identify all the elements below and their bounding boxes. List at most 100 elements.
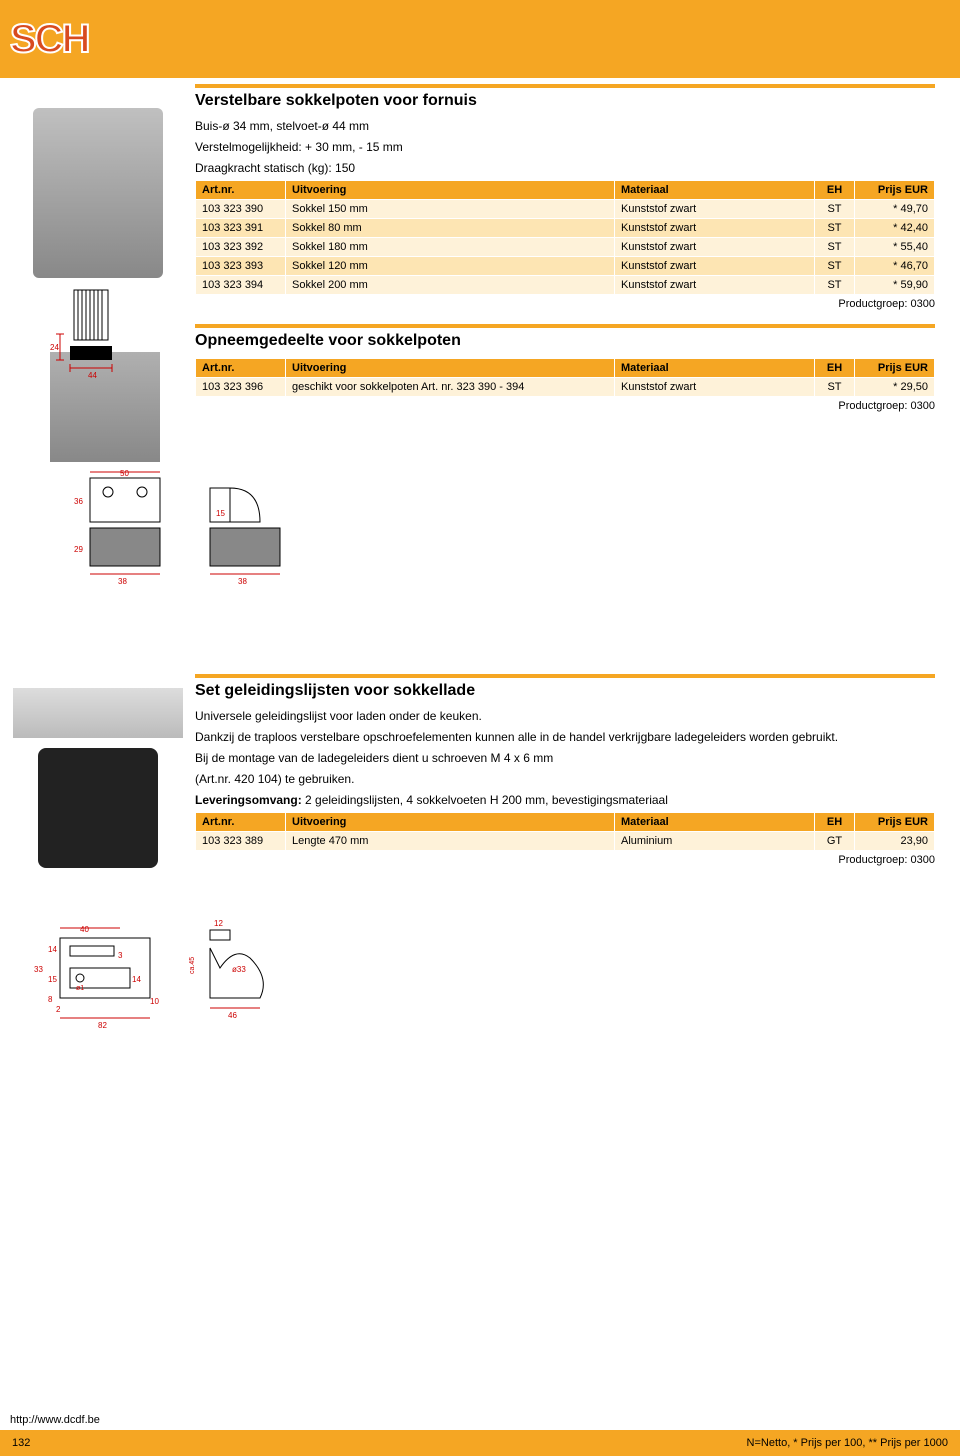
th-uit: Uitvoering bbox=[286, 359, 615, 378]
section1-desc3: Draagkracht statisch (kg): 150 bbox=[195, 160, 940, 177]
th-eh: EH bbox=[815, 359, 855, 378]
th-mat: Materiaal bbox=[615, 813, 815, 832]
cell-prijs: * 59,90 bbox=[855, 276, 935, 295]
svg-text:ø1: ø1 bbox=[76, 985, 84, 992]
desc5-rest: 2 geleidingslijsten, 4 sokkelvoeten H 20… bbox=[302, 793, 668, 807]
cell-eh: ST bbox=[815, 378, 855, 397]
svg-text:12: 12 bbox=[214, 919, 223, 928]
svg-text:ca.45: ca.45 bbox=[189, 957, 196, 974]
th-prijs: Prijs EUR bbox=[855, 359, 935, 378]
cell-art: 103 323 396 bbox=[196, 378, 286, 397]
section1-title: Verstelbare sokkelpoten voor fornuis bbox=[195, 92, 940, 110]
table-row: 103 323 393Sokkel 120 mmKunststof zwartS… bbox=[196, 257, 935, 276]
table-row: 103 323 396geschikt voor sokkelpoten Art… bbox=[196, 378, 935, 397]
section3-desc2: Dankzij de traploos verstelbare opschroe… bbox=[195, 729, 940, 746]
th-art: Art.nr. bbox=[196, 359, 286, 378]
section2-table: Art.nr. Uitvoering Materiaal EH Prijs EU… bbox=[195, 358, 935, 397]
th-uit: Uitvoering bbox=[286, 181, 615, 200]
cell-uit: Lengte 470 mm bbox=[286, 832, 615, 851]
cell-eh: ST bbox=[815, 200, 855, 219]
th-mat: Materiaal bbox=[615, 181, 815, 200]
cell-mat: Kunststof zwart bbox=[615, 219, 815, 238]
footer-note: N=Netto, * Prijs per 100, ** Prijs per 1… bbox=[747, 1437, 948, 1449]
cell-prijs: 23,90 bbox=[855, 832, 935, 851]
diagram-opneem-top: 50 36 29 38 15 38 bbox=[60, 468, 340, 608]
cell-uit: geschikt voor sokkelpoten Art. nr. 323 3… bbox=[286, 378, 615, 397]
cell-uit: Sokkel 180 mm bbox=[286, 238, 615, 257]
section1-divider bbox=[195, 84, 935, 88]
cell-prijs: * 29,50 bbox=[855, 378, 935, 397]
th-prijs: Prijs EUR bbox=[855, 181, 935, 200]
svg-text:50: 50 bbox=[120, 469, 129, 478]
svg-text:38: 38 bbox=[238, 577, 247, 586]
section3-tbody: 103 323 389Lengte 470 mmAluminiumGT23,90 bbox=[196, 832, 935, 851]
dim-44: 44 bbox=[88, 371, 97, 380]
svg-text:82: 82 bbox=[98, 1021, 107, 1030]
section3-pgroup: Productgroep: 0300 bbox=[195, 854, 935, 866]
table-row: 103 323 390Sokkel 150 mmKunststof zwartS… bbox=[196, 200, 935, 219]
section3-divider bbox=[195, 674, 935, 678]
cell-mat: Kunststof zwart bbox=[615, 276, 815, 295]
svg-text:2: 2 bbox=[56, 1005, 61, 1014]
svg-text:10: 10 bbox=[150, 997, 159, 1006]
th-art: Art.nr. bbox=[196, 181, 286, 200]
cell-uit: Sokkel 200 mm bbox=[286, 276, 615, 295]
svg-text:15: 15 bbox=[216, 509, 225, 518]
diagram-sokkelpoot: 44 24 bbox=[50, 284, 130, 384]
cell-eh: ST bbox=[815, 276, 855, 295]
cell-art: 103 323 391 bbox=[196, 219, 286, 238]
table-row: 103 323 389Lengte 470 mmAluminiumGT23,90 bbox=[196, 832, 935, 851]
svg-text:40: 40 bbox=[80, 925, 89, 934]
th-eh: EH bbox=[815, 181, 855, 200]
cell-art: 103 323 389 bbox=[196, 832, 286, 851]
th-prijs: Prijs EUR bbox=[855, 813, 935, 832]
section3-diagrams: 40 14 3 33 15 ø1 14 8 2 10 82 12 ca.45 ø… bbox=[0, 878, 960, 1038]
section3-row: Set geleidingslijsten voor sokkellade Un… bbox=[0, 668, 960, 878]
section1-table: Art.nr. Uitvoering Materiaal EH Prijs EU… bbox=[195, 180, 935, 295]
table-row: 103 323 391Sokkel 80 mmKunststof zwartST… bbox=[196, 219, 935, 238]
cell-prijs: * 49,70 bbox=[855, 200, 935, 219]
footer-url: http://www.dcdf.be bbox=[0, 1410, 960, 1430]
section3-image-col bbox=[0, 668, 195, 878]
svg-text:14: 14 bbox=[132, 975, 141, 984]
section3-desc5: Leveringsomvang: 2 geleidingslijsten, 4 … bbox=[195, 792, 940, 809]
product-photo-3b bbox=[38, 748, 158, 868]
svg-text:46: 46 bbox=[228, 1011, 237, 1020]
section3-desc4: (Art.nr. 420 104) te gebruiken. bbox=[195, 771, 940, 788]
table-row: 103 323 392Sokkel 180 mmKunststof zwartS… bbox=[196, 238, 935, 257]
table-row: 103 323 394Sokkel 200 mmKunststof zwartS… bbox=[196, 276, 935, 295]
section1-desc1: Buis-ø 34 mm, stelvoet-ø 44 mm bbox=[195, 118, 940, 135]
page-number: 132 bbox=[12, 1437, 30, 1449]
dim-24: 24 bbox=[50, 343, 59, 352]
svg-text:8: 8 bbox=[48, 995, 53, 1004]
section3-table: Art.nr. Uitvoering Materiaal EH Prijs EU… bbox=[195, 812, 935, 851]
th-mat: Materiaal bbox=[615, 359, 815, 378]
section1-image-col: 44 24 bbox=[0, 78, 195, 394]
section1-row: 44 24 Verstelbare sokkelpoten voor fornu… bbox=[0, 78, 960, 412]
footer-bar: 132 N=Netto, * Prijs per 100, ** Prijs p… bbox=[0, 1430, 960, 1456]
th-uit: Uitvoering bbox=[286, 813, 615, 832]
cell-prijs: * 42,40 bbox=[855, 219, 935, 238]
cell-mat: Kunststof zwart bbox=[615, 200, 815, 219]
cell-uit: Sokkel 120 mm bbox=[286, 257, 615, 276]
cell-prijs: * 55,40 bbox=[855, 238, 935, 257]
section2-divider bbox=[195, 324, 935, 328]
header-bar: SCH bbox=[0, 0, 960, 78]
product-photo-3a bbox=[13, 688, 183, 738]
section1-pgroup: Productgroep: 0300 bbox=[195, 298, 935, 310]
th-eh: EH bbox=[815, 813, 855, 832]
cell-eh: ST bbox=[815, 257, 855, 276]
section3-desc1: Universele geleidingslijst voor laden on… bbox=[195, 708, 940, 725]
svg-text:15: 15 bbox=[48, 975, 57, 984]
cell-uit: Sokkel 150 mm bbox=[286, 200, 615, 219]
cell-mat: Aluminium bbox=[615, 832, 815, 851]
cell-mat: Kunststof zwart bbox=[615, 257, 815, 276]
desc5-label: Leveringsomvang: bbox=[195, 793, 302, 807]
svg-text:38: 38 bbox=[118, 577, 127, 586]
cell-art: 103 323 393 bbox=[196, 257, 286, 276]
product-photo-1 bbox=[33, 108, 163, 278]
diagram-geleidingslijst: 40 14 3 33 15 ø1 14 8 2 10 82 12 ca.45 ø… bbox=[20, 918, 320, 1038]
svg-text:36: 36 bbox=[74, 497, 83, 506]
section1-desc2: Verstelmogelijkheid: + 30 mm, - 15 mm bbox=[195, 139, 940, 156]
cell-prijs: * 46,70 bbox=[855, 257, 935, 276]
